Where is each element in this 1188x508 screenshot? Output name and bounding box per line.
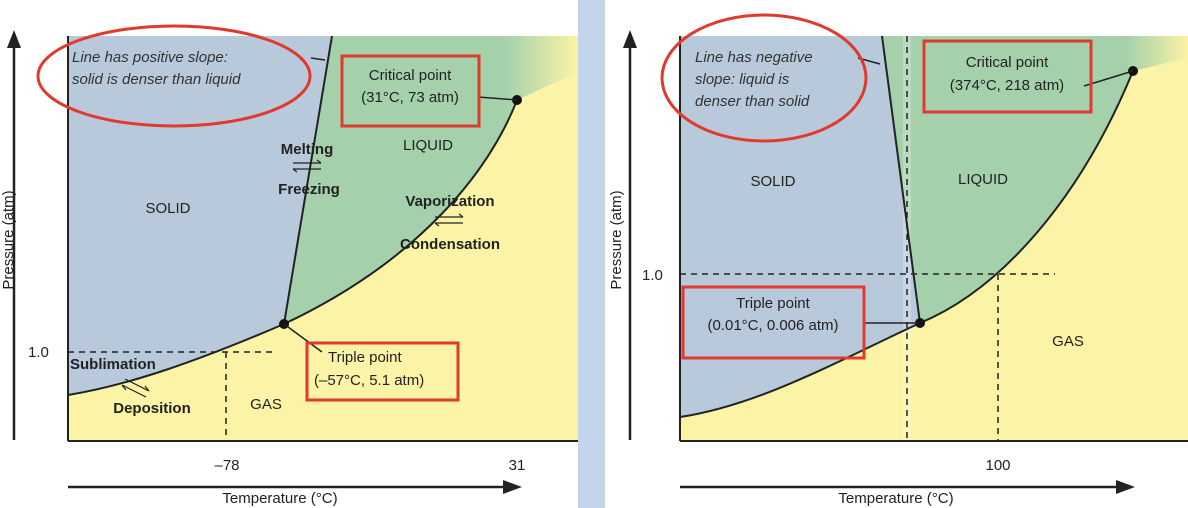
critical-point-value: (374°C, 218 atm) [950, 77, 1064, 94]
sublimation-label: Sublimation [70, 356, 156, 373]
critical-point-title: Critical point [966, 54, 1049, 71]
y-tick-1atm: 1.0 [642, 267, 663, 284]
melting-label: Melting [281, 141, 334, 158]
melting-curve [283, 35, 333, 325]
solid-label: SOLID [750, 173, 795, 190]
triple-point-box [681, 285, 866, 360]
solid-region [680, 36, 920, 417]
sublimation-curve [679, 322, 921, 418]
water-phase-diagram: SOLID LIQUID GAS Critical point (374°C, … [608, 13, 1188, 507]
liquid-region [284, 36, 578, 324]
x-axis-label: Temperature (°C) [838, 490, 953, 507]
solid-label: SOLID [145, 200, 190, 217]
y-tick-1atm: 1.0 [28, 344, 49, 361]
vaporization-curve [919, 70, 1134, 324]
co2-phase-diagram: SOLID LIQUID GAS Melting Freezing Vapori… [0, 24, 578, 507]
sublimation-curve [67, 323, 285, 396]
equilibrium-arrows-icon [292, 159, 322, 173]
slope-note-line3: denser than solid [695, 93, 810, 110]
freezing-label: Freezing [278, 181, 340, 198]
triple-point-value: (0.01°C, 0.006 atm) [707, 317, 838, 334]
note-leader [310, 57, 326, 61]
critical-point-box [340, 54, 481, 128]
x-tick-31: 31 [509, 457, 526, 474]
critical-point-box [922, 39, 1093, 114]
slope-note-line2: solid is denser than liquid [72, 71, 241, 88]
vaporization-label: Vaporization [405, 193, 494, 210]
y-axis-label: Pressure (atm) [608, 190, 625, 289]
liquid-label: LIQUID [403, 137, 453, 154]
liquid-region [882, 36, 1188, 323]
solid-region [68, 36, 332, 395]
gas-label: GAS [250, 396, 282, 413]
liquid-label: LIQUID [958, 171, 1008, 188]
critical-point-title: Critical point [369, 67, 452, 84]
gas-label: GAS [1052, 333, 1084, 350]
x-tick-100: 100 [985, 457, 1010, 474]
x-axis-label: Temperature (°C) [222, 490, 337, 507]
y-axis-arrowhead [7, 30, 21, 48]
panel-divider [578, 0, 605, 508]
triple-point-box [305, 341, 460, 402]
x-axis-arrowhead [1116, 480, 1135, 494]
triple-point-title: Triple point [736, 295, 810, 312]
deposition-label: Deposition [113, 400, 191, 417]
triple-leader [283, 323, 323, 353]
condensation-label: Condensation [400, 236, 500, 253]
triple-point-title: Triple point [328, 349, 402, 366]
slope-note-line1: Line has negative [695, 49, 813, 66]
vaporization-curve [283, 99, 518, 325]
slope-note-line1: Line has positive slope: [72, 49, 228, 66]
melting-curve [881, 35, 921, 324]
y-axis-label: Pressure (atm) [0, 190, 17, 289]
critical-point-value: (31°C, 73 atm) [361, 89, 459, 106]
triple-point-value: (–57°C, 5.1 atm) [314, 372, 424, 389]
x-axis-arrowhead [503, 480, 522, 494]
equilibrium-arrows-icon [121, 378, 150, 398]
critical-leader [477, 96, 518, 101]
x-tick-minus78: –78 [214, 457, 239, 474]
slope-note-highlight [36, 24, 312, 128]
equilibrium-arrows-icon [434, 213, 464, 227]
y-axis-arrowhead [623, 30, 637, 48]
slope-note-highlight [660, 13, 868, 143]
slope-note-line2: slope: liquid is [695, 71, 790, 88]
